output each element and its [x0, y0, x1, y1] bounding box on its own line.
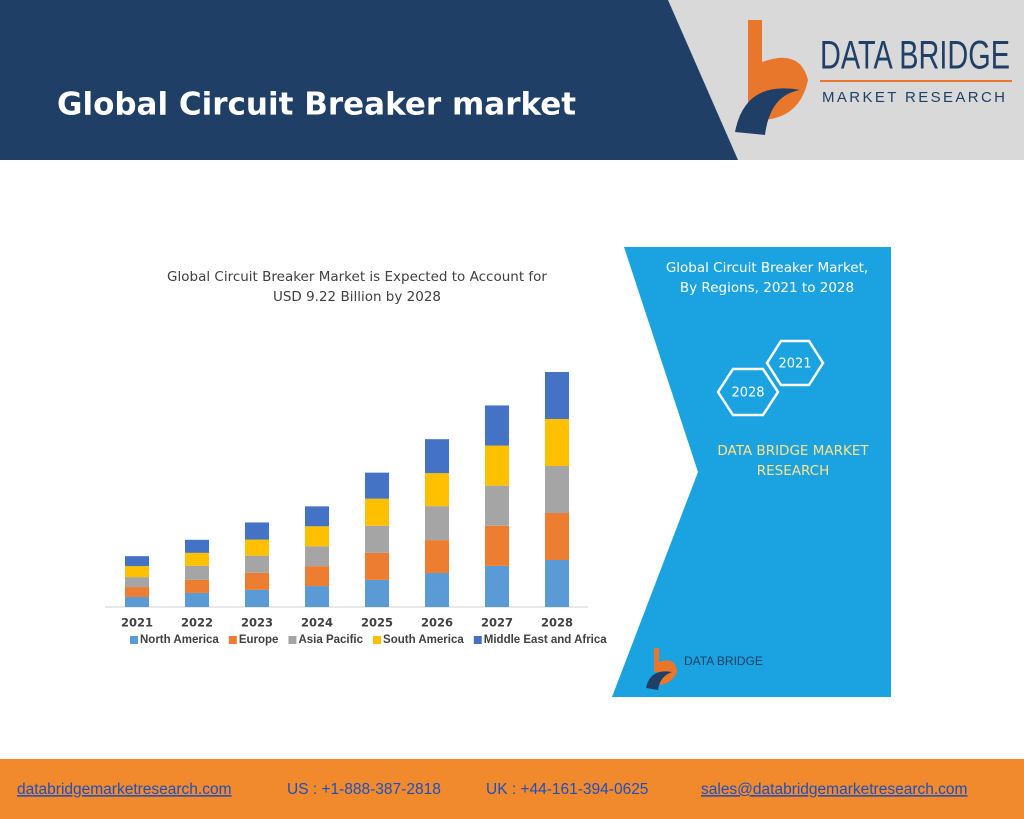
chart-area: [100, 247, 615, 697]
logo-tagline: MARKET RESEARCH: [822, 89, 1010, 106]
legend-label: Asia Pacific: [298, 634, 363, 646]
side-panel-title: By Regions, 2021 to 2028: [680, 280, 854, 296]
bar-segment: [545, 466, 569, 513]
x-tick-label: 2022: [181, 616, 213, 630]
mini-logo-name: DATA BRIDGE: [684, 654, 763, 668]
bar-segment: [125, 566, 149, 578]
footer-us-phone: US : +1-888-387-2818: [287, 781, 441, 798]
chart: Global Circuit Breaker Market is Expecte…: [105, 269, 607, 646]
x-tick-label: 2028: [541, 616, 573, 630]
bar-segment: [485, 485, 509, 526]
legend-label: Europe: [239, 634, 279, 646]
bar-segment: [185, 539, 209, 553]
bar-segment: [485, 405, 509, 446]
slide-title: Global Circuit Breaker market: [57, 87, 576, 123]
chart-title: USD 9.22 Billion by 2028: [273, 289, 441, 305]
bar-segment: [185, 579, 209, 593]
legend-swatch: [373, 636, 382, 644]
legend-swatch: [288, 636, 297, 644]
bar-segment: [425, 573, 449, 607]
badge-label: 2028: [731, 386, 764, 401]
bar-segment: [125, 597, 149, 607]
badge-label: 2021: [778, 357, 811, 372]
x-tick-label: 2026: [421, 616, 453, 630]
legend-swatch: [130, 636, 138, 644]
bar-segment: [485, 445, 509, 486]
x-tick-label: 2027: [481, 616, 513, 630]
logo-swoosh: [735, 88, 800, 135]
badge-hexagon: [765, 339, 825, 387]
side-panel: [612, 247, 891, 697]
bar-segment: [545, 419, 569, 466]
logo-name: DATA BRIDGE: [820, 34, 1010, 78]
header-band: [0, 0, 738, 160]
bar-segment: [545, 372, 569, 419]
bar-segment: [545, 560, 569, 607]
mini-logo-stem: [654, 648, 659, 672]
bar-segment: [365, 579, 389, 607]
bar-segment: [245, 572, 269, 590]
bar-segment: [305, 566, 329, 587]
bar-segment: [305, 586, 329, 607]
footer-email[interactable]: sales@databridgemarketresearch.com: [701, 781, 967, 798]
bar-segment: [125, 577, 149, 588]
bar-segment: [185, 592, 209, 607]
x-tick-label: 2023: [241, 616, 273, 630]
bar-segment: [185, 565, 209, 580]
bar-segment: [365, 472, 389, 499]
side-panel-logo: DATA BRIDGE: [646, 648, 763, 690]
bar-segment: [365, 525, 389, 553]
bar-segment: [425, 439, 449, 474]
x-tick-label: 2025: [361, 616, 393, 630]
bar-segment: [245, 555, 269, 573]
bar-segment: [545, 513, 569, 560]
bar-segment: [185, 552, 209, 566]
legend-label: Middle East and Africa: [484, 634, 608, 646]
x-tick-label: 2021: [121, 616, 153, 630]
header-logo: DATA BRIDGE MARKET RESEARCH: [735, 20, 1012, 135]
bar-segment: [245, 539, 269, 556]
bar-segment: [245, 589, 269, 607]
side-panel-brand: RESEARCH: [757, 463, 830, 479]
bar-segment: [245, 522, 269, 540]
chart-title: Global Circuit Breaker Market is Expecte…: [167, 269, 547, 285]
legend-label: North America: [140, 634, 219, 646]
footer-website[interactable]: databridgemarketresearch.com: [17, 781, 232, 798]
legend-label: South America: [383, 634, 464, 646]
bar-segment: [485, 565, 509, 607]
legend-swatch: [473, 636, 482, 644]
bar-segment: [485, 525, 509, 566]
bar-segment: [125, 587, 149, 598]
badge-hexagon: [716, 367, 780, 417]
x-tick-label: 2024: [301, 616, 333, 630]
bar-segment: [365, 552, 389, 580]
bar-segment: [125, 556, 149, 567]
side-panel-title: Global Circuit Breaker Market,: [666, 260, 868, 276]
footer-uk-phone: UK : +44-161-394-0625: [486, 781, 648, 798]
bar-segment: [425, 473, 449, 507]
footer-band: [0, 759, 1024, 819]
bar-segment: [365, 498, 389, 526]
legend-swatch: [228, 636, 237, 644]
bar-segment: [305, 546, 329, 567]
mini-logo-swoosh: [646, 671, 672, 690]
bar-segment: [425, 540, 449, 574]
bar-segment: [305, 526, 329, 547]
side-panel-brand: DATA BRIDGE MARKET: [717, 443, 869, 459]
bar-segment: [425, 506, 449, 541]
bar-segment: [305, 506, 329, 527]
